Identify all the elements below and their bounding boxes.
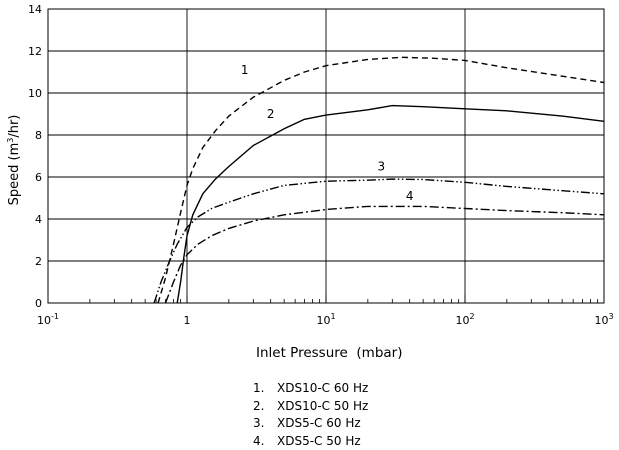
legend-item-number: 4. [253,433,277,450]
x-tick-labels: 10-1 1 101 102 103 [37,312,614,327]
legend-item-number: 2. [253,398,277,416]
y-tick-label: 12 [28,45,42,58]
curve-labels: 1 2 3 4 [241,63,414,203]
y-axis-label: Speed (m3/hr) [6,115,22,206]
x-tick-label: 103 [594,312,613,327]
chart-series [154,57,604,303]
legend-item: 4.XDS5-C 50 Hz [253,433,368,450]
y-tick-label: 0 [35,297,42,310]
legend-item: 3.XDS5-C 60 Hz [253,415,368,433]
y-tick-label: 2 [35,255,42,268]
curve-label: 2 [267,107,275,121]
legend-item-number: 1. [253,380,277,398]
x-tick-label: 1 [184,314,191,327]
chart-grid [48,9,604,303]
y-tick-label: 6 [35,171,42,184]
series-line-3 [154,179,604,303]
series-line-4 [166,206,605,303]
y-tick-labels: 0 2 4 6 8 10 12 14 [28,3,42,310]
series-line-1 [158,57,604,303]
x-tick-label: 101 [316,312,335,327]
curve-label: 1 [241,63,249,77]
legend-item: 2.XDS10-C 50 Hz [253,398,368,416]
legend-item: 1.XDS10-C 60 Hz [253,380,368,398]
legend-item-label: XDS5-C 60 Hz [277,416,361,430]
legend-item-label: XDS10-C 50 Hz [277,399,368,413]
legend-item-label: XDS5-C 50 Hz [277,434,361,448]
y-tick-label: 8 [35,129,42,142]
curve-label: 3 [377,160,385,174]
legend-item-number: 3. [253,415,277,433]
legend-item-label: XDS10-C 60 Hz [277,381,368,395]
y-tick-label: 10 [28,87,42,100]
y-tick-label: 14 [28,3,42,16]
legend: 1.XDS10-C 60 Hz 2.XDS10-C 50 Hz 3.XDS5-C… [253,380,368,450]
x-axis-label: Inlet Pressure (mbar) [256,345,402,361]
x-tick-label: 102 [455,312,474,327]
x-tick-label: 10-1 [37,312,59,327]
curve-label: 4 [406,189,414,203]
y-tick-label: 4 [35,213,42,226]
